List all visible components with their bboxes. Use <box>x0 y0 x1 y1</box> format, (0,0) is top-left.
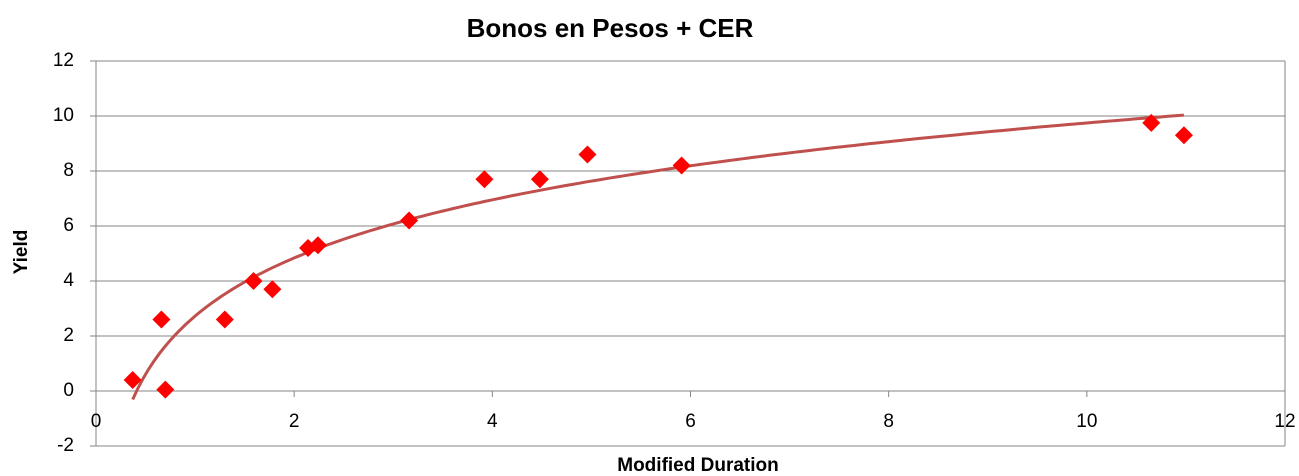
data-point <box>530 170 549 189</box>
data-point <box>244 272 263 290</box>
y-tick-label: 8 <box>63 160 74 181</box>
x-tick-label: 8 <box>883 411 894 432</box>
y-tick-label: 2 <box>63 325 74 346</box>
data-point <box>1174 126 1193 145</box>
chart-title: Bonos en Pesos + CER <box>467 13 754 43</box>
data-point <box>1142 113 1161 132</box>
y-tick-label: 10 <box>53 105 74 126</box>
x-tick-label: 2 <box>289 411 300 432</box>
y-tick-label: 4 <box>63 270 74 291</box>
x-tick-label: 6 <box>685 411 696 432</box>
x-tick-label: 4 <box>487 411 498 432</box>
x-tick-label: 12 <box>1274 411 1295 432</box>
y-tick-label: -2 <box>57 435 74 456</box>
data-point <box>475 170 494 189</box>
data-point <box>400 211 419 230</box>
y-tick-label: 6 <box>63 215 74 236</box>
data-point <box>152 310 171 329</box>
x-tick-label: 0 <box>91 411 102 432</box>
data-point <box>308 236 327 255</box>
y-axis-title: Yield <box>11 230 32 275</box>
data-point <box>156 380 175 399</box>
x-tick-label: 10 <box>1076 411 1097 432</box>
trendline <box>131 113 1185 401</box>
data-point <box>215 310 234 329</box>
data-point <box>263 280 282 299</box>
y-tick-label: 12 <box>53 50 74 71</box>
x-axis-title: Modified Duration <box>617 455 778 476</box>
y-tick-label: 0 <box>63 380 74 401</box>
data-point <box>123 371 142 389</box>
data-point <box>672 156 691 175</box>
data-point <box>578 145 597 164</box>
